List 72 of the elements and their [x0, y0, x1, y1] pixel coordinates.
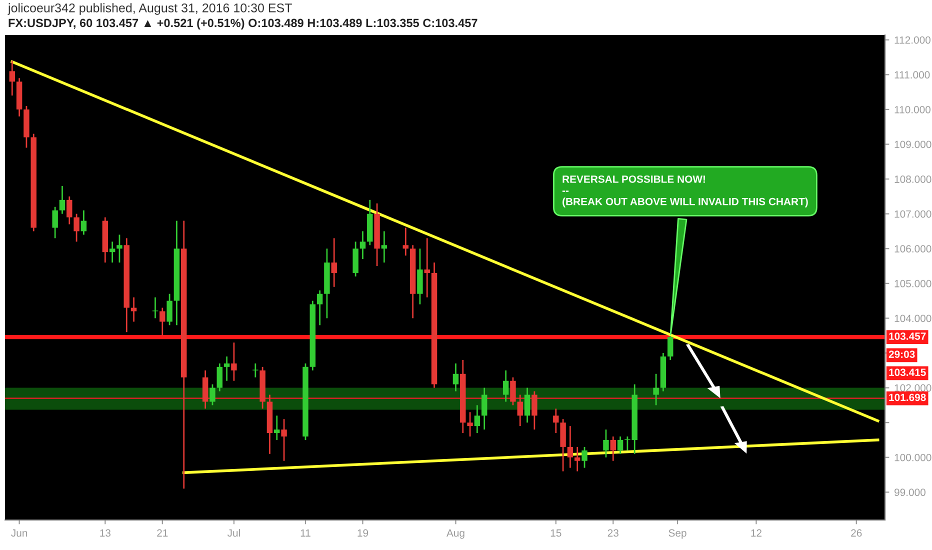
candlestick [216, 362, 222, 392]
y-tick-label: 111.000 [894, 71, 930, 79]
candlestick [402, 227, 409, 256]
y-tick-label: 110.000 [894, 106, 931, 114]
ref-line-label: 103.457 [889, 332, 926, 340]
candlestick [116, 234, 122, 264]
y-tick-label: 106.000 [894, 245, 932, 252]
candlestick [66, 196, 72, 225]
y-tick-label: 99.000 [894, 488, 926, 496]
candlestick [474, 404, 480, 434]
candlestick [668, 335, 674, 361]
candlestick [160, 307, 166, 336]
candlestick [532, 390, 538, 430]
candlestick [224, 356, 230, 382]
candlestick [166, 293, 172, 326]
candlestick [74, 213, 80, 242]
candlestick [574, 446, 580, 472]
candlestick [567, 425, 574, 469]
y-tick-label: 109.000 [894, 140, 932, 148]
candlestick [9, 60, 16, 96]
candlestick [231, 342, 237, 382]
candlestick [582, 446, 588, 469]
candlestick [553, 408, 559, 434]
annotation: REVERSAL POSSIBLE NOW! -- (BREAK OUT ABOVE WILL INVALID THIS CHART) [562, 175, 808, 208]
x-tick-label: Jul [227, 529, 240, 537]
candlestick [252, 362, 258, 378]
candlestick [502, 370, 509, 402]
candlestick [52, 206, 58, 239]
x-tick-label: 23 [608, 529, 618, 537]
y-tick-label: 104.000 [894, 314, 932, 322]
x-tick-label: 21 [157, 529, 168, 537]
candlestick [80, 210, 87, 236]
y-tick-label: 107.000 [894, 210, 932, 218]
x-tick-label: 26 [851, 529, 862, 537]
candlestick [510, 376, 516, 406]
candlestick [360, 230, 366, 260]
x-tick-label: 11 [300, 529, 310, 537]
candlestick [274, 414, 280, 441]
x-tick-label: 15 [550, 529, 562, 537]
x-tick-label: 19 [358, 529, 368, 537]
candlestick [316, 290, 323, 326]
text: 29:03 [888, 350, 915, 358]
x-tick-label: 12 [751, 529, 762, 537]
y-tick-label: 108.000 [894, 176, 932, 183]
x-tick-label: Sep [668, 529, 686, 539]
x-tick-label: Aug [446, 529, 464, 539]
candlestick [210, 384, 216, 406]
candlestick [59, 185, 66, 215]
candlestick [481, 387, 488, 430]
text: 103.415 [889, 368, 926, 376]
candlestick [653, 373, 659, 406]
y-tick-label: 100.000 [894, 454, 932, 462]
candlestick [452, 362, 459, 392]
candlestick [331, 237, 337, 288]
candlestick [381, 230, 388, 264]
y-tick-label: 102.000 [894, 384, 932, 392]
candlestick [281, 418, 287, 462]
candlestick [424, 237, 430, 298]
chart-title: jolicoeur342 published, August 31, 2016 10:30 EST [8, 3, 292, 15]
y-tick-label: 105.000 [894, 280, 932, 288]
candlestick [617, 436, 624, 455]
y-tick-label: 112.000 [894, 36, 931, 44]
x-tick-label: Jun [11, 529, 28, 537]
x-tick-label: 13 [100, 529, 110, 537]
candlestick [603, 428, 609, 458]
candlestick [610, 436, 616, 462]
candlestick [517, 394, 523, 427]
candlestick [109, 240, 116, 264]
candlestick [524, 387, 530, 424]
candlestick [467, 411, 473, 438]
chart-subtitle: FX:USDJPY, 60 103.457 ▲ +0.521 (+0.51%) O:103.489 H:103.489 L:103.355 C:103.457 [8, 18, 478, 30]
ref-line-label: 101.698 [889, 394, 926, 402]
